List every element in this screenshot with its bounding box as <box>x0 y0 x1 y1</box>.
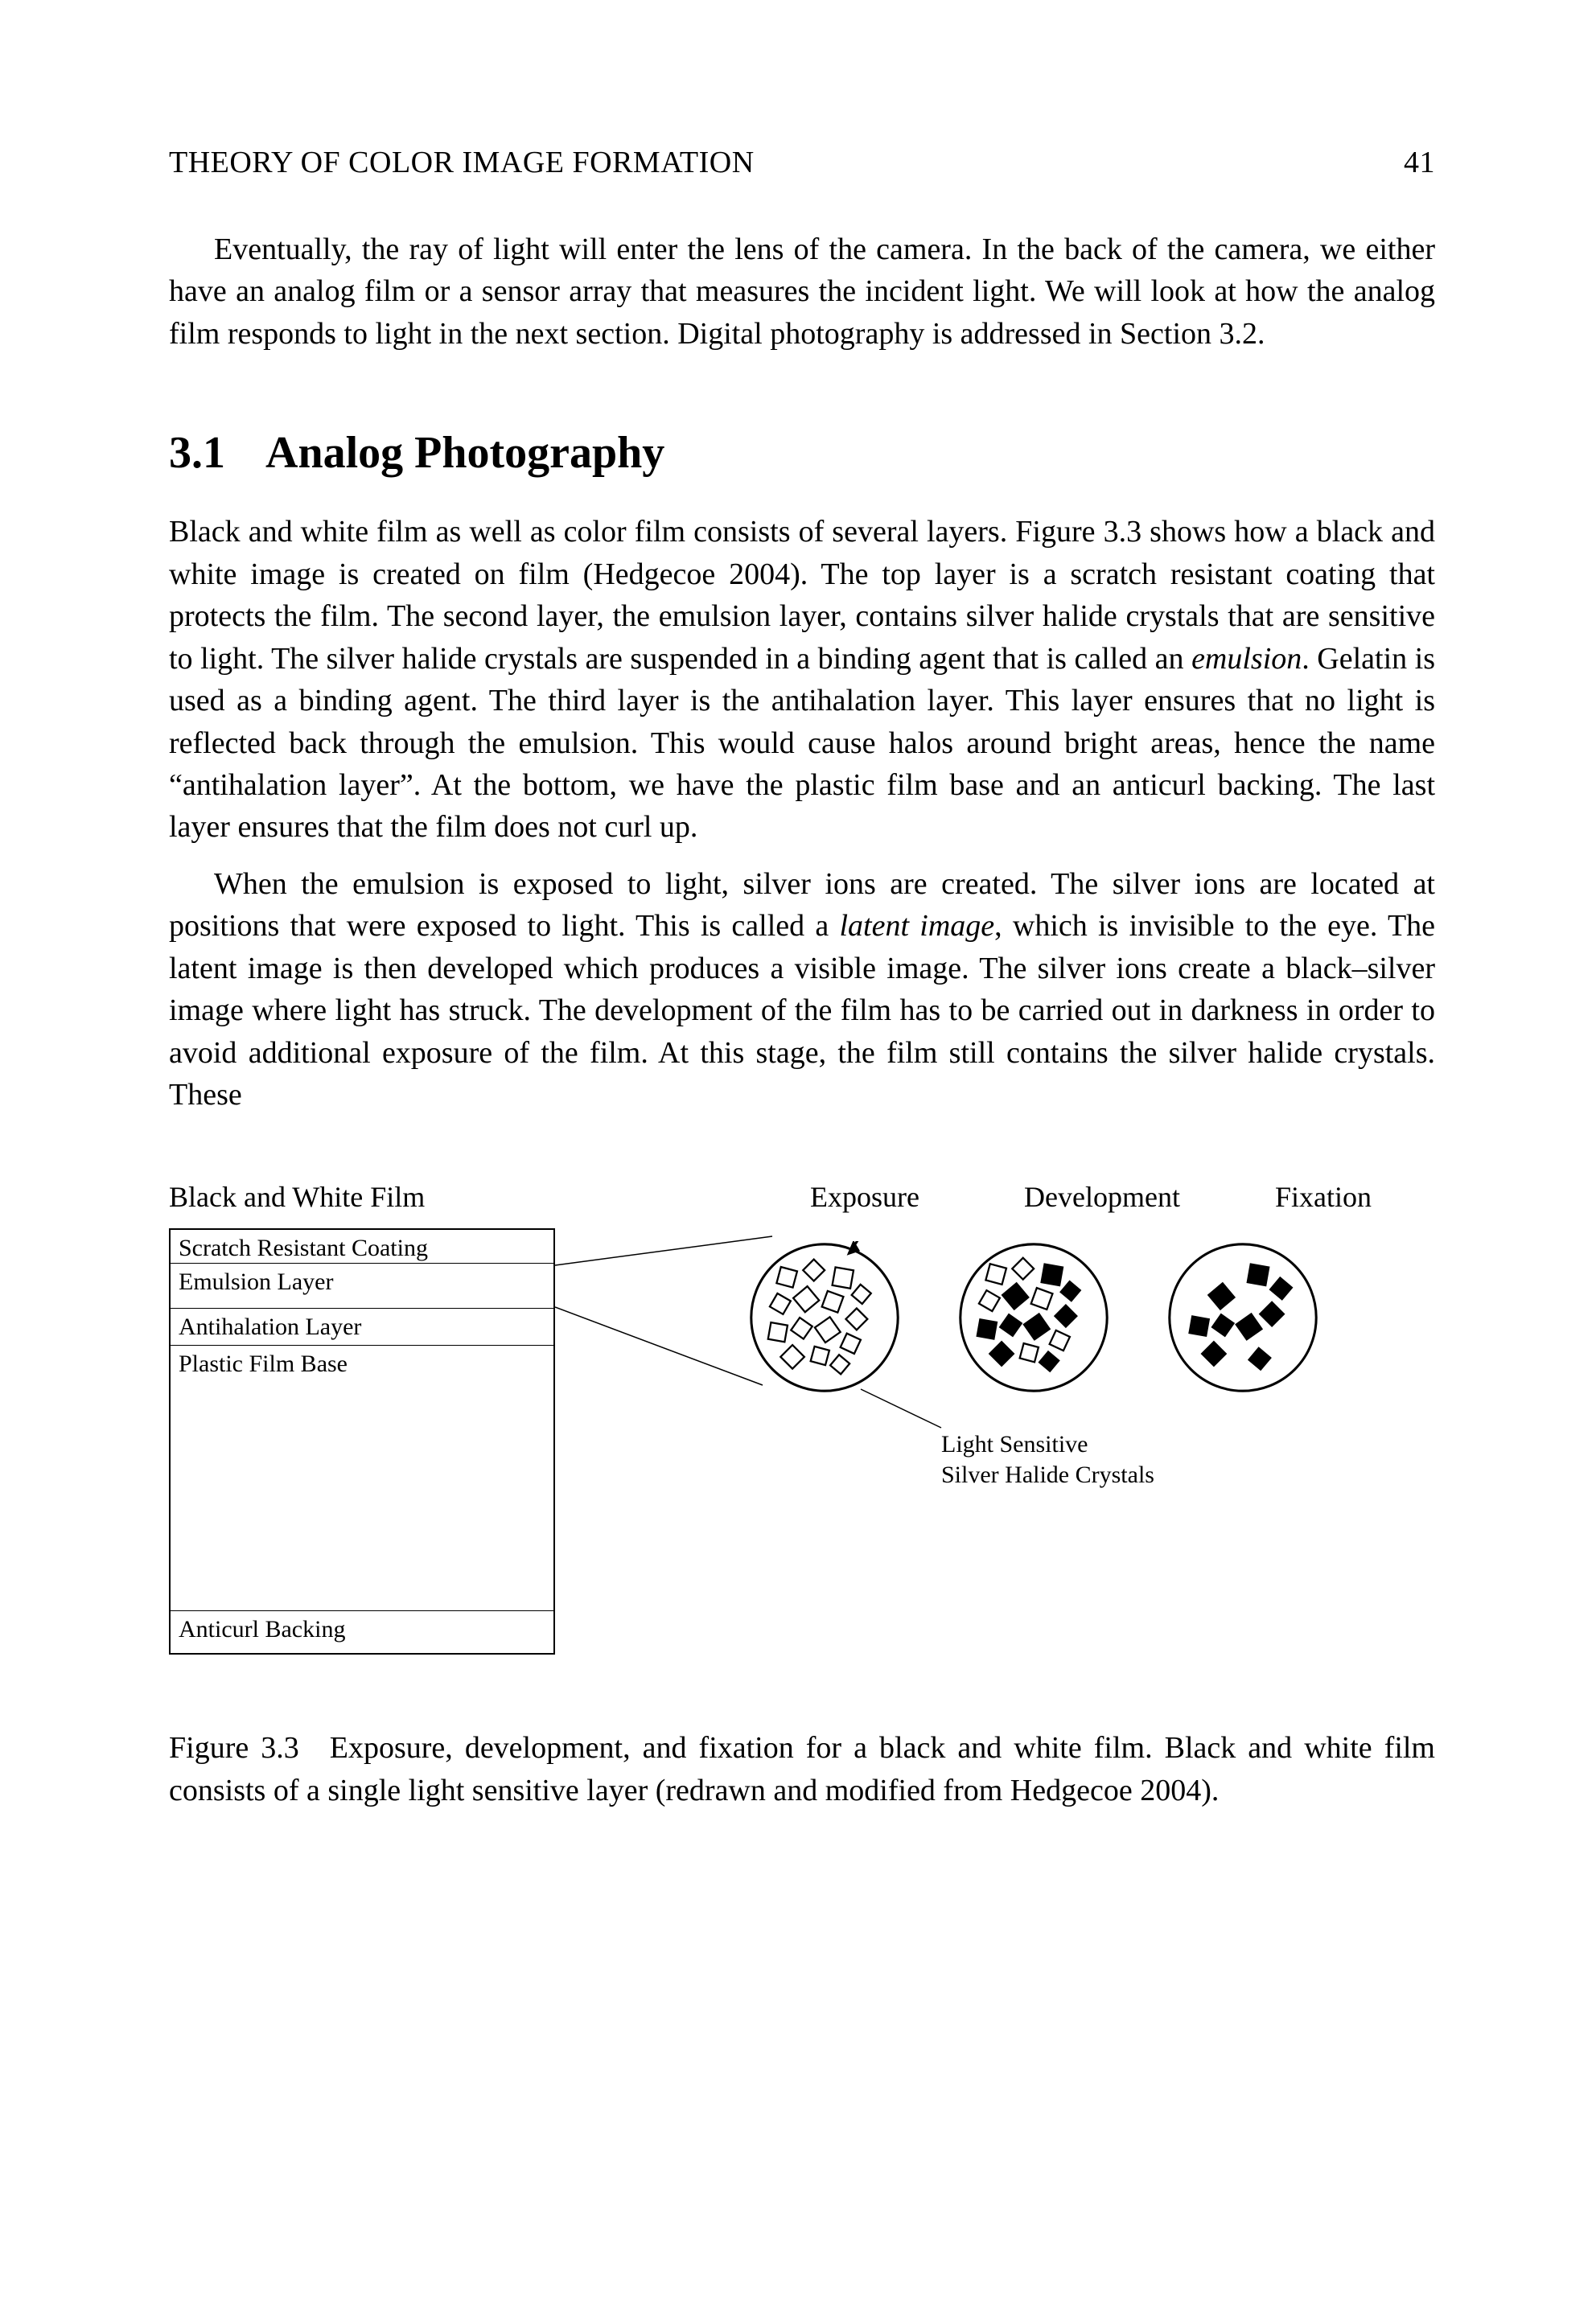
p2-em: emulsion <box>1191 642 1302 676</box>
label-development: Development <box>981 1180 1223 1214</box>
body-paragraph-2: When the emulsion is exposed to light, s… <box>169 863 1435 1116</box>
layer-anticurl-backing: Anticurl Backing <box>171 1611 553 1653</box>
intro-paragraph: Eventually, the ray of light will enter … <box>169 228 1435 355</box>
p3-em: latent image <box>840 909 995 943</box>
page: THEORY OF COLOR IMAGE FORMATION 41 Event… <box>0 0 1596 2319</box>
running-head-title: THEORY OF COLOR IMAGE FORMATION <box>169 145 755 180</box>
fixation-circle <box>1166 1241 1319 1394</box>
label-bw-film: Black and White Film <box>169 1180 748 1214</box>
crystals-sub-label-line1: Light Sensitive <box>941 1429 1154 1460</box>
figure-top-labels: Black and White Film Exposure Developmen… <box>169 1180 1435 1214</box>
figure-body: Scratch Resistant Coating Emulsion Layer… <box>169 1228 1435 1695</box>
page-number: 41 <box>1404 145 1435 180</box>
stage-circles <box>748 1241 1319 1394</box>
label-exposure: Exposure <box>748 1180 981 1214</box>
development-circle <box>957 1241 1110 1394</box>
exposure-circle <box>748 1241 901 1394</box>
section-number: 3.1 <box>169 427 225 479</box>
figure-3-3: Black and White Film Exposure Developmen… <box>169 1180 1435 1811</box>
crystals-sub-label: Light Sensitive Silver Halide Crystals <box>941 1429 1154 1490</box>
section-title: Analog Photography <box>265 428 664 478</box>
figure-caption: Figure 3.3 Exposure, development, and fi… <box>169 1727 1435 1811</box>
layer-emulsion: Emulsion Layer <box>171 1264 553 1309</box>
layer-scratch-coating: Scratch Resistant Coating <box>171 1230 553 1264</box>
layer-antihalation: Antihalation Layer <box>171 1309 553 1346</box>
film-layer-stack: Scratch Resistant Coating Emulsion Layer… <box>169 1228 555 1655</box>
label-fixation: Fixation <box>1223 1180 1424 1214</box>
crystals-sub-label-line2: Silver Halide Crystals <box>941 1460 1154 1490</box>
section-heading: 3.1 Analog Photography <box>169 427 1435 479</box>
layer-plastic-base: Plastic Film Base <box>171 1346 553 1611</box>
body-paragraph-1: Black and white film as well as color fi… <box>169 511 1435 849</box>
running-head: THEORY OF COLOR IMAGE FORMATION 41 <box>169 145 1435 180</box>
